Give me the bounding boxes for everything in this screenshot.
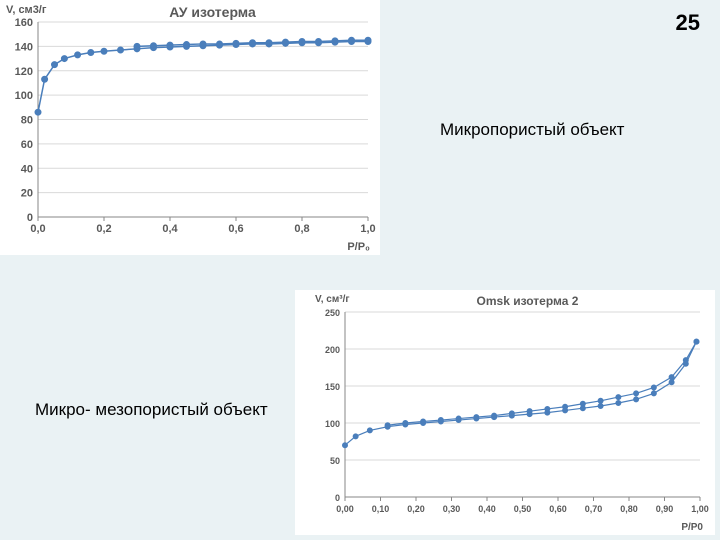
chart2-title: Omsk изотерма 2 bbox=[295, 290, 715, 308]
svg-text:40: 40 bbox=[21, 163, 33, 175]
svg-text:0,00: 0,00 bbox=[336, 504, 354, 514]
svg-text:0,10: 0,10 bbox=[372, 504, 390, 514]
svg-text:120: 120 bbox=[15, 66, 33, 78]
svg-text:150: 150 bbox=[325, 382, 340, 392]
svg-text:0,40: 0,40 bbox=[478, 504, 496, 514]
svg-text:0,50: 0,50 bbox=[514, 504, 532, 514]
svg-text:80: 80 bbox=[21, 115, 33, 127]
chart2-plot: 0 50 100 150 200 250 0,00 0,10 0,20 0,30 0,40 0,50 0… bbox=[295, 308, 715, 533]
svg-text:140: 140 bbox=[15, 41, 33, 53]
svg-text:0,30: 0,30 bbox=[443, 504, 461, 514]
svg-text:1,0: 1,0 bbox=[360, 223, 375, 235]
svg-text:0,4: 0,4 bbox=[162, 223, 178, 235]
svg-text:200: 200 bbox=[325, 345, 340, 355]
svg-text:0,2: 0,2 bbox=[96, 223, 111, 235]
chart1-plot: 0204060801001201401600,00,20,40,60,81,0 bbox=[0, 18, 380, 253]
svg-text:0: 0 bbox=[335, 493, 340, 503]
chart2-panel: Omsk изотерма 2 V, см³/г 0 50 100 150 200 250… bbox=[295, 290, 715, 535]
chart1-ylabel: V, см3/г bbox=[6, 4, 46, 16]
svg-text:0,8: 0,8 bbox=[294, 223, 309, 235]
svg-text:0,0: 0,0 bbox=[30, 223, 45, 235]
svg-text:0,70: 0,70 bbox=[585, 504, 603, 514]
svg-text:0,6: 0,6 bbox=[228, 223, 243, 235]
page-number: 25 bbox=[676, 10, 700, 36]
chart1-panel: АУ изотерма V, см3/г 0204060801001201401… bbox=[0, 0, 380, 255]
chart1-title: АУ изотерма bbox=[0, 0, 380, 20]
chart1-xlabel: P/P₀ bbox=[347, 241, 370, 253]
svg-text:250: 250 bbox=[325, 308, 340, 318]
label-micro-mesoporous: Микро- мезопористый объект bbox=[35, 400, 268, 420]
svg-text:0,80: 0,80 bbox=[620, 504, 638, 514]
chart2-xlabel: P/P0 bbox=[681, 522, 703, 533]
svg-text:60: 60 bbox=[21, 139, 33, 151]
svg-text:1,00: 1,00 bbox=[691, 504, 709, 514]
svg-text:20: 20 bbox=[21, 188, 33, 200]
label-microporous: Микропористый объект bbox=[440, 120, 624, 140]
svg-text:100: 100 bbox=[15, 90, 33, 102]
svg-text:50: 50 bbox=[330, 456, 340, 466]
svg-text:0,20: 0,20 bbox=[407, 504, 425, 514]
svg-text:160: 160 bbox=[15, 18, 33, 29]
svg-text:0,90: 0,90 bbox=[656, 504, 674, 514]
chart2-ylabel: V, см³/г bbox=[315, 294, 350, 305]
svg-text:100: 100 bbox=[325, 419, 340, 429]
svg-text:0,60: 0,60 bbox=[549, 504, 567, 514]
